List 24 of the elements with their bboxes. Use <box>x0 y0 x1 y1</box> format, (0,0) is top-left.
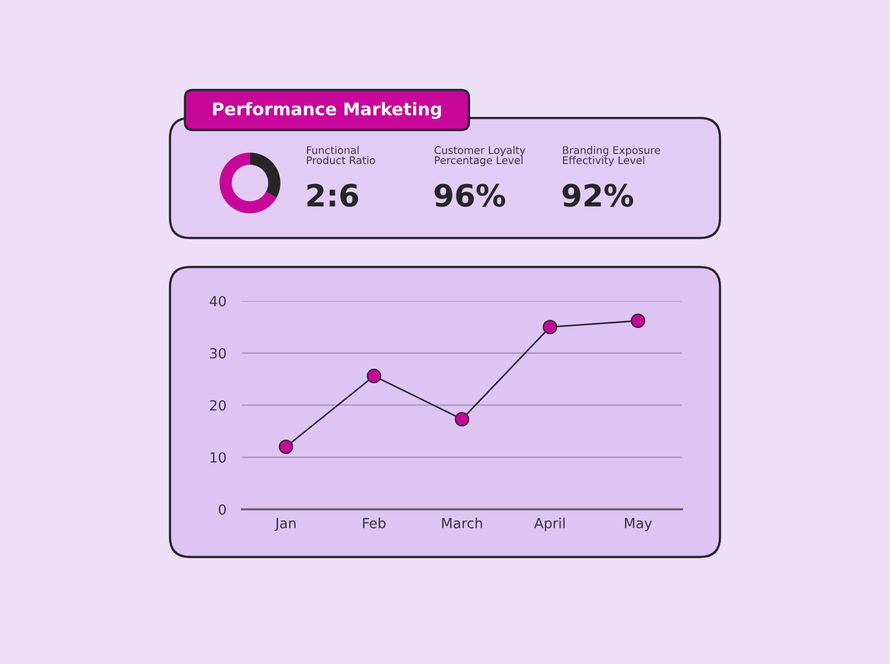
text: Branding Exposure Effectivity Level <box>563 146 660 166</box>
text: Customer Loyalty Percentage Level <box>434 146 526 166</box>
point <box>454 412 470 426</box>
point <box>630 314 646 328</box>
y-tick-label: 0 <box>218 504 226 515</box>
x-tick-label: April <box>534 518 565 532</box>
text: Performance Marketing <box>213 102 441 119</box>
x-tick-label: Jan <box>274 518 296 531</box>
donut-slice <box>220 152 277 214</box>
y-tick-label: 10 <box>210 452 226 463</box>
point <box>542 320 558 334</box>
text: 2:6 <box>307 184 358 207</box>
text: Functional Product Ratio <box>307 146 376 164</box>
donut-slice <box>250 152 280 198</box>
x-tick-label: May <box>625 518 652 532</box>
text: 96% <box>434 184 506 207</box>
x-tick-label: Feb <box>363 518 386 528</box>
x-tick-label: March <box>442 518 482 528</box>
y-tick-label: 20 <box>210 400 226 411</box>
point <box>366 368 382 384</box>
point <box>278 440 294 454</box>
y-tick-label: 30 <box>210 348 226 359</box>
y-tick-label: 40 <box>210 296 226 306</box>
text: 92% <box>562 184 634 207</box>
